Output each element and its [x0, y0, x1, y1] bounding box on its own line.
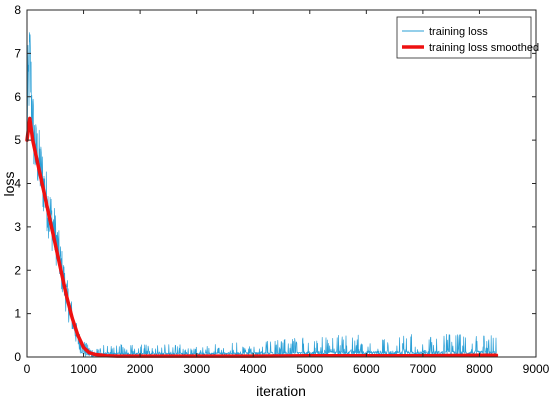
legend-label-training-loss: training loss: [429, 26, 488, 38]
y-tick-label: 5: [14, 133, 21, 147]
x-tick-label: 3000: [183, 362, 210, 376]
legend-box: [396, 16, 532, 59]
x-tick-label: 4000: [240, 362, 267, 376]
x-tick-label: 5000: [296, 362, 323, 376]
y-tick-label: 7: [14, 46, 21, 60]
legend: training loss training loss smoothed: [396, 16, 539, 59]
legend-label-training-loss-smoothed: training loss smoothed: [429, 42, 539, 54]
y-axis-label: loss: [1, 172, 17, 197]
x-tick-label: 8000: [466, 362, 493, 376]
y-tick-label: 1: [14, 307, 21, 321]
x-tick-label: 6000: [353, 362, 380, 376]
y-tick-label: 2: [14, 263, 21, 277]
y-tick-label: 6: [14, 90, 21, 104]
series-layer: [25, 32, 499, 358]
x-tick-label: 9000: [523, 362, 550, 376]
x-tick-label: 0: [24, 362, 31, 376]
y-tick-label: 3: [14, 220, 21, 234]
x-axis-label: iteration: [256, 383, 306, 399]
x-tick-label: 7000: [410, 362, 437, 376]
ticks-layer: 0 1000 2000 3000 4000 5000 6000 7000 8000 9000 0 1 2…: [14, 3, 549, 376]
x-tick-label: 2000: [127, 362, 154, 376]
y-tick-label: 8: [14, 3, 21, 17]
y-tick-label: 4: [14, 177, 21, 191]
x-tick-label: 1000: [70, 362, 97, 376]
y-tick-label: 0: [14, 350, 21, 364]
series-line-training-loss-smoothed: [25, 116, 499, 358]
